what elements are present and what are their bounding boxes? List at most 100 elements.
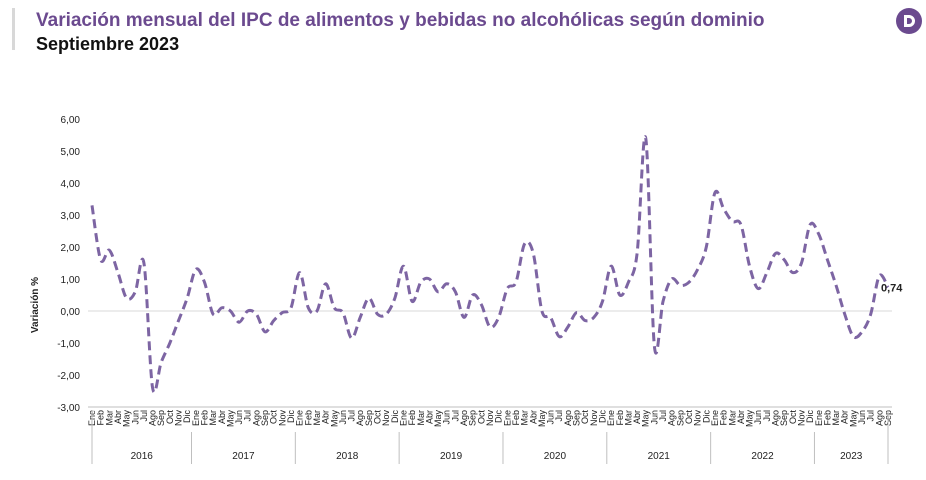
x-tick-label: Oct	[476, 410, 486, 425]
x-tick-label: Sep	[364, 410, 374, 426]
x-tick-label: Abr	[840, 410, 850, 424]
x-tick-label: Ene	[191, 410, 201, 426]
x-tick-label: Jun	[234, 410, 244, 425]
year-label: 2018	[336, 451, 359, 462]
series-line	[90, 135, 890, 394]
x-tick-label: Jul	[762, 410, 772, 422]
x-tick-label: Ago	[251, 410, 261, 426]
x-tick-label: May	[122, 410, 132, 428]
y-tick-label: -2,00	[57, 371, 80, 382]
x-tick-label: Jun	[857, 410, 867, 425]
y-tick-label: 5,00	[61, 147, 81, 158]
year-label: 2020	[544, 451, 567, 462]
y-axis-title: Variación %	[30, 277, 41, 333]
x-tick-label: Nov	[277, 410, 287, 427]
x-tick-label: Jun	[649, 410, 659, 425]
x-tick-label: Dic	[701, 410, 711, 423]
x-tick-label: Abr	[424, 410, 434, 424]
x-tick-label: Abr	[217, 410, 227, 424]
x-tick-label: Mar	[831, 410, 841, 426]
year-label: 2022	[751, 451, 774, 462]
x-tick-label: Jun	[546, 410, 556, 425]
x-tick-label: Oct	[373, 410, 383, 425]
x-tick-label: May	[329, 410, 339, 428]
x-tick-label: Dic	[182, 410, 192, 423]
x-tick-label: Jul	[450, 410, 460, 422]
x-tick-label: Dic	[286, 410, 296, 423]
y-axis: 6,00 5,00 4,00 3,00 2,00 1,00 0,00 -1,00 -2,00 -3…	[57, 115, 80, 414]
x-tick-label: Abr	[113, 410, 123, 424]
x-tick-label: Feb	[719, 410, 729, 426]
x-tick-label: Nov	[174, 410, 184, 427]
last-value-label: 0,74	[881, 282, 903, 294]
y-tick-label: 2,00	[61, 243, 81, 254]
x-tick-label: Feb	[615, 410, 625, 426]
x-tick-label: May	[641, 410, 651, 428]
x-tick-label: Abr	[528, 410, 538, 424]
x-tick-label: Mar	[208, 410, 218, 426]
y-tick-label: -3,00	[57, 403, 80, 414]
x-tick-label: Nov	[693, 410, 703, 427]
y-tick-label: -1,00	[57, 339, 80, 350]
year-label: 2019	[440, 451, 463, 462]
x-tick-label: Feb	[407, 410, 417, 426]
page-title: Variación mensual del IPC de alimentos y…	[36, 10, 765, 31]
x-tick-label: Feb	[199, 410, 209, 426]
x-tick-label: Feb	[511, 410, 521, 426]
x-tick-label: May	[225, 410, 235, 428]
x-axis: EneFebMarAbrMayJunJulAgoSepOctNovDicEneF…	[87, 410, 893, 428]
x-tick-label: Feb	[822, 410, 832, 426]
x-tick-label: May	[848, 410, 858, 428]
x-tick-label: Ago	[874, 410, 884, 426]
x-tick-label: Nov	[381, 410, 391, 427]
x-tick-label: Jul	[658, 410, 668, 422]
x-tick-label: Oct	[684, 410, 694, 425]
x-tick-label: Sep	[675, 410, 685, 426]
x-tick-label: Abr	[321, 410, 331, 424]
x-tick-label: Sep	[260, 410, 270, 426]
x-tick-label: Dic	[390, 410, 400, 423]
x-tick-label: Jun	[442, 410, 452, 425]
x-tick-label: Ene	[814, 410, 824, 426]
y-tick-label: 1,00	[61, 275, 81, 286]
x-tick-label: Sep	[468, 410, 478, 426]
x-tick-label: Ene	[398, 410, 408, 426]
x-tick-label: Abr	[736, 410, 746, 424]
x-tick-label: Jul	[866, 410, 876, 422]
x-tick-label: Jul	[243, 410, 253, 422]
year-axis: 2016 2017 2018 2019 2020 2021 2022 2023	[91, 410, 889, 464]
year-label: 2021	[648, 451, 671, 462]
x-tick-label: Feb	[303, 410, 313, 426]
x-tick-label: Ago	[667, 410, 677, 426]
x-tick-label: Nov	[589, 410, 599, 427]
x-tick-label: Abr	[632, 410, 642, 424]
x-tick-label: Ene	[710, 410, 720, 426]
x-tick-label: Mar	[727, 410, 737, 426]
x-tick-label: Jun	[130, 410, 140, 425]
year-label: 2017	[232, 451, 255, 462]
x-tick-label: Mar	[623, 410, 633, 426]
y-tick-label: 6,00	[61, 115, 81, 126]
x-tick-label: Jun	[338, 410, 348, 425]
logo-d-icon	[896, 8, 922, 34]
x-tick-label: Dic	[494, 410, 504, 423]
x-tick-label: Ene	[502, 410, 512, 426]
x-tick-label: Oct	[580, 410, 590, 425]
x-tick-label: May	[537, 410, 547, 428]
title-accent-bar	[12, 8, 15, 50]
x-tick-label: Ene	[295, 410, 305, 426]
x-tick-label: Dic	[805, 410, 815, 423]
x-tick-label: Nov	[796, 410, 806, 427]
x-tick-label: Sep	[156, 410, 166, 426]
x-tick-label: Oct	[165, 410, 175, 425]
x-tick-label: Jun	[753, 410, 763, 425]
x-tick-label: Ago	[771, 410, 781, 426]
x-tick-label: May	[433, 410, 443, 428]
x-tick-label: Jul	[347, 410, 357, 422]
x-tick-label: Nov	[485, 410, 495, 427]
x-tick-label: Jul	[139, 410, 149, 422]
year-label: 2016	[131, 451, 154, 462]
x-tick-label: Mar	[520, 410, 530, 426]
x-tick-label: Oct	[269, 410, 279, 425]
